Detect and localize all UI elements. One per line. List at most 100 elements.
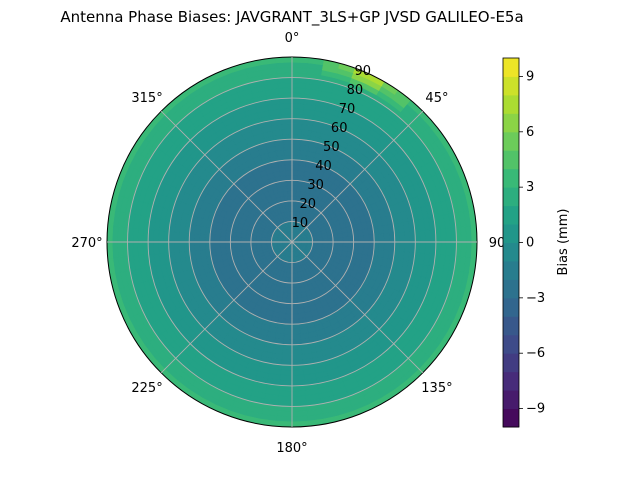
colorbar-segment (503, 76, 519, 96)
contour-cell (383, 241, 390, 251)
contour-cell (291, 282, 297, 289)
contour-cell (199, 233, 206, 243)
contour-cell (291, 66, 308, 74)
contour-cell (275, 57, 293, 64)
contour-cell (291, 379, 305, 387)
radial-tick-label: 10 (292, 216, 309, 231)
contour-cell (279, 374, 293, 382)
contour-cell (291, 420, 309, 427)
contour-cell (424, 241, 432, 255)
contour-cell (291, 410, 308, 418)
contour-cell (279, 97, 293, 105)
contour-cell (383, 233, 390, 243)
contour-cell (368, 234, 375, 243)
contour-cell (286, 185, 293, 192)
contour-cell (288, 205, 293, 212)
contour-cell (282, 138, 293, 146)
contour-cell (209, 241, 216, 250)
azimuth-tick-label: 0° (285, 31, 300, 46)
contour-cell (291, 128, 303, 135)
contour-cell (250, 241, 257, 246)
contour-cell (368, 241, 375, 250)
contour-cell (424, 229, 432, 243)
contour-cell (147, 229, 155, 243)
contour-cell (137, 228, 144, 243)
contour-cell (291, 349, 303, 356)
contour-cell (284, 323, 293, 330)
contour-cell (281, 349, 293, 356)
polar-grid (106, 56, 478, 428)
radial-tick-label: 70 (339, 102, 356, 117)
contour-cell (358, 241, 365, 249)
contour-cell (204, 241, 211, 250)
contour-cell (378, 241, 385, 251)
radial-tick-label: 20 (299, 197, 316, 212)
contour-cell (337, 237, 344, 243)
radial-tick-labels: 10 20 30 40 50 60 70 80 90 (292, 64, 371, 231)
contour-cell (283, 144, 293, 151)
colorbar-segment (503, 58, 519, 77)
contour-cell (283, 149, 293, 156)
radial-tick-label: 40 (315, 159, 332, 174)
contour-cell (284, 164, 293, 171)
contour-cell (358, 235, 365, 243)
contour-cell (409, 230, 416, 243)
contour-cell (285, 308, 293, 315)
radial-tick-label: 60 (331, 121, 348, 136)
contour-cell (388, 241, 396, 252)
contour-cell (277, 395, 293, 402)
contour-cell (378, 233, 385, 243)
contour-cell (291, 298, 298, 304)
contour-cell (460, 226, 468, 243)
contour-cell (276, 66, 293, 74)
contour-cell (445, 227, 452, 243)
contour-cell (284, 154, 293, 161)
contour-cell (240, 245, 247, 252)
chart-title: Antenna Phase Biases: JAVGRANT_3LS+GP JV… (60, 8, 523, 27)
contour-cell (363, 234, 370, 243)
colorbar-tick-label: 9 (526, 69, 534, 84)
contour-cell (291, 180, 298, 186)
colorbar-segment (503, 113, 519, 133)
contour-cell (168, 241, 175, 254)
colorbar-segment (503, 168, 519, 188)
contour-cell (348, 236, 354, 243)
contour-cell (291, 149, 301, 156)
contour-cell (291, 169, 299, 176)
azimuth-grid-line (291, 241, 424, 374)
contour-cell (224, 235, 231, 243)
azimuth-grid-line (160, 241, 293, 374)
azimuth-grid-line (160, 110, 293, 243)
contour-cell (291, 174, 299, 181)
contour-cell (281, 185, 288, 192)
radial-tick-label: 90 (355, 64, 372, 79)
contour-cell (291, 82, 307, 89)
contour-cell (235, 246, 242, 253)
contour-cell (291, 292, 298, 299)
contour-cell (285, 169, 293, 176)
contour-cell (440, 241, 447, 256)
contour-cell (147, 241, 155, 255)
contour-cell (285, 174, 293, 181)
contour-cell (445, 241, 452, 257)
contour-cell (235, 241, 242, 248)
contour-cell (288, 200, 293, 207)
colorbar-segment (503, 242, 519, 262)
contour-cell (214, 241, 221, 250)
contour-cell (278, 87, 293, 94)
contour-cell (173, 241, 180, 253)
contour-cell (291, 185, 298, 192)
contour-cell (291, 118, 304, 125)
colorbar-segment (503, 334, 519, 354)
colorbar-tick-label: −9 (526, 402, 545, 417)
contour-cell (158, 230, 165, 243)
contour-cell (353, 235, 360, 243)
contour-cell (348, 241, 354, 248)
colorbar-segment (503, 408, 519, 428)
contour-cell (281, 123, 293, 130)
azimuth-tick-labels: 0° 45° 90 135° 180° 225° 270° 315° (71, 31, 505, 456)
contour-cell (282, 190, 289, 197)
contour-cell (291, 159, 300, 166)
contour-cell (279, 102, 293, 110)
